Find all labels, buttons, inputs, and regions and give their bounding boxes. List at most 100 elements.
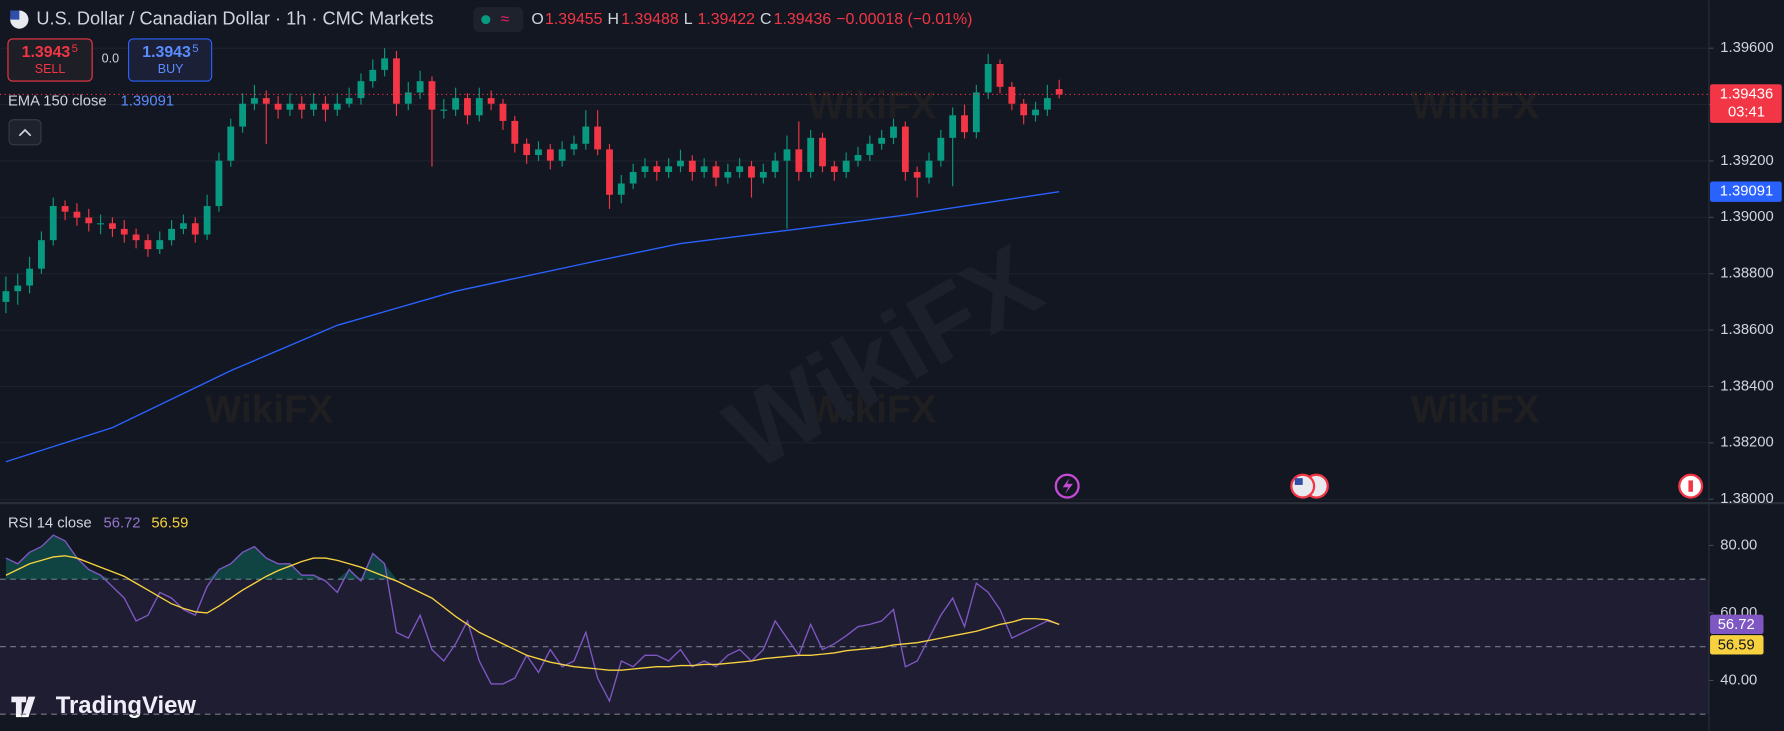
candle-body	[771, 160, 779, 172]
symbol-title[interactable]: U.S. Dollar / Canadian Dollar · 1h · CMC…	[36, 8, 433, 28]
candle-body	[1055, 89, 1063, 95]
value-box-label: 56.72	[1718, 617, 1755, 633]
candle-body	[570, 143, 578, 150]
candle-body	[949, 115, 957, 138]
candle-body	[310, 103, 318, 110]
candle-body	[168, 228, 176, 241]
candle-body	[274, 103, 282, 110]
buy-price: 1.3943	[142, 44, 191, 61]
candle-body	[937, 137, 945, 161]
candle-body	[61, 206, 69, 212]
candle-body	[901, 126, 909, 172]
candle-body	[665, 166, 673, 172]
candle-body	[120, 228, 128, 235]
candle-body	[14, 285, 22, 292]
candle-body	[688, 160, 696, 172]
candle-body	[464, 98, 471, 116]
candle-body	[156, 240, 164, 250]
watermark: WikiFX	[1411, 85, 1540, 128]
candle-body	[842, 160, 850, 172]
ohlc-value: 1.39488	[621, 11, 679, 28]
ema-line	[5, 191, 1060, 463]
value-box-label: 56.59	[1718, 637, 1755, 653]
candle-body	[511, 120, 519, 144]
candle-body	[629, 171, 637, 184]
candle-body	[49, 206, 57, 241]
candle-body	[97, 223, 105, 225]
candle-body	[475, 98, 483, 116]
candle-body	[984, 63, 992, 93]
candle-body	[653, 166, 661, 172]
candle-body	[73, 211, 81, 218]
candle-body	[558, 149, 566, 161]
last-price-label: 1.39436	[1720, 86, 1773, 102]
ohlc-key: L	[684, 11, 693, 28]
y-tick-label: 40.00	[1720, 672, 1757, 688]
ohlc-key: C	[760, 11, 772, 28]
candle-body	[487, 98, 495, 104]
candle-body	[748, 166, 755, 178]
candle-body	[582, 126, 590, 144]
candle-body	[724, 171, 732, 178]
candle-body	[913, 171, 921, 178]
candle-body	[617, 183, 625, 195]
candle-body	[854, 155, 862, 161]
buy-button[interactable]	[127, 38, 213, 82]
candle-body	[996, 63, 1004, 87]
ohlc-value: 1.39436	[774, 11, 832, 28]
candle-body	[286, 103, 294, 110]
candle-body	[546, 149, 554, 161]
candle-body	[972, 92, 980, 133]
countdown: 03:41	[1728, 105, 1765, 121]
candle-body	[262, 98, 270, 104]
watermark: WikiFX	[808, 85, 937, 128]
ohlc-key: H	[608, 11, 620, 28]
value-box	[1710, 614, 1764, 635]
candle-body	[203, 206, 211, 235]
candle-body	[345, 98, 353, 104]
rsi-line	[5, 555, 1060, 671]
candle-body	[961, 115, 968, 133]
candle-body	[144, 240, 152, 250]
candle-body	[819, 137, 826, 167]
collapse-button[interactable]	[8, 119, 42, 146]
y-tick-label: 1.39000	[1720, 209, 1773, 225]
last-price-box	[1710, 84, 1782, 123]
candle-body	[26, 268, 33, 286]
watermark: WikiFX	[808, 388, 937, 431]
candle-body	[890, 126, 897, 138]
watermark: WikiFX	[1411, 388, 1540, 431]
candle-body	[499, 103, 507, 121]
y-tick-label: 1.39200	[1720, 153, 1773, 169]
candle-body	[180, 223, 187, 229]
buy-label: BUY	[158, 62, 184, 76]
ohlc-key: O	[531, 11, 543, 28]
ohlc-value: 1.39422	[697, 11, 755, 28]
candle-body	[440, 109, 448, 111]
candle-body	[85, 217, 93, 224]
candle-body	[535, 149, 542, 156]
candle-body	[795, 149, 803, 172]
candle-body	[1032, 109, 1039, 116]
candle-body	[606, 149, 613, 195]
spread: 0.0	[102, 52, 119, 66]
ohlc-value: 1.39455	[545, 11, 603, 28]
candle-body	[641, 166, 649, 172]
sell-pip: 5	[72, 43, 78, 55]
sell-button[interactable]	[7, 38, 93, 82]
candle-body	[2, 291, 10, 302]
ema-price-label: 1.39091	[1720, 184, 1773, 200]
candle-body	[428, 81, 436, 110]
candle-body	[677, 160, 684, 167]
candle-body	[239, 103, 247, 127]
candle-body	[807, 137, 815, 172]
rsi-ma-value: 56.59	[151, 516, 188, 532]
candle-body	[712, 166, 720, 178]
candle-body	[393, 58, 400, 104]
ema-legend: EMA 150 close	[8, 93, 107, 109]
candle-body	[381, 58, 389, 70]
y-tick-label: 1.38000	[1720, 491, 1773, 507]
overbought-fill	[5, 535, 1060, 580]
ema-price-box	[1710, 181, 1782, 202]
